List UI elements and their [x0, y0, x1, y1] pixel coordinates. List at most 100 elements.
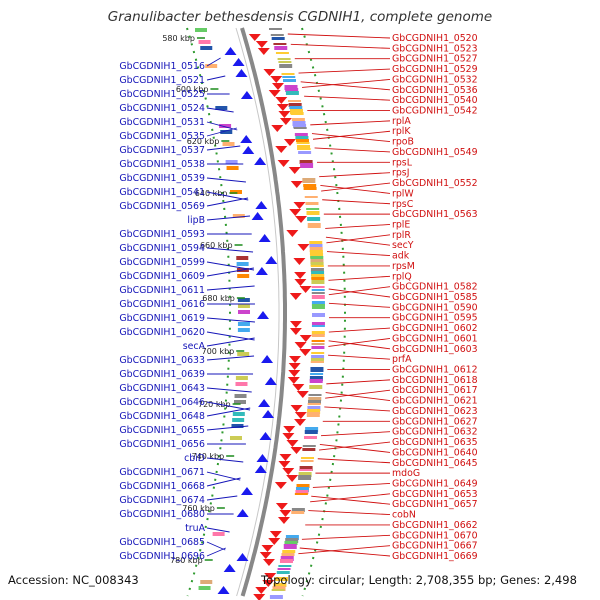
- forward-gene-arrow: [264, 377, 277, 385]
- gene-label: lipB: [187, 215, 205, 226]
- feature-block: [304, 196, 318, 198]
- gene-label: prfA: [392, 354, 412, 365]
- gene-leader-line: [206, 261, 255, 271]
- gene-label: GbCGDNIH1_0590: [392, 302, 478, 313]
- gene-label: adk: [392, 251, 410, 262]
- feature-block: [232, 418, 245, 422]
- forward-gene-arrow: [259, 432, 272, 440]
- feature-block: [231, 424, 244, 428]
- forward-gene-arrow: [254, 157, 267, 165]
- gene-label: GbCGDNIH1_0602: [392, 323, 478, 334]
- gene-label: GbCGDNIH1_0633: [119, 355, 205, 366]
- reverse-gene-arrow: [259, 552, 272, 559]
- feature-block: [302, 178, 316, 183]
- gene-leader-line: [328, 337, 391, 347]
- feature-block: [311, 325, 325, 327]
- gene-leader-line: [287, 33, 391, 39]
- scale-tick-label: 780 kbp: [170, 556, 203, 565]
- forward-gene-arrow: [240, 135, 253, 143]
- feature-block: [300, 460, 314, 462]
- feature-block: [295, 487, 309, 492]
- gene-label: GbCGDNIH1_0680: [119, 509, 205, 520]
- reverse-gene-arrow: [290, 181, 303, 188]
- reverse-gene-arrow: [275, 503, 288, 510]
- gene-label: GbCGDNIH1_0612: [392, 365, 478, 376]
- gene-leader-line: [206, 477, 241, 487]
- feature-block: [284, 541, 298, 545]
- forward-gene-arrow: [235, 69, 248, 77]
- feature-block: [229, 190, 242, 194]
- reverse-gene-arrow: [261, 545, 274, 552]
- reverse-gene-arrow: [294, 279, 307, 286]
- feature-block: [237, 304, 250, 308]
- gene-label: GbCGDNIH1_0623: [392, 406, 478, 417]
- gene-leader-line: [325, 392, 391, 402]
- gene-label: GbCGDNIH1_0540: [392, 95, 478, 106]
- gene-label: GbCGDNIH1_0639: [119, 369, 205, 380]
- reverse-gene-arrow: [279, 510, 292, 517]
- gene-label: rplA: [392, 116, 411, 127]
- feature-block: [232, 214, 245, 218]
- feature-block: [298, 475, 312, 480]
- feature-block: [235, 376, 248, 380]
- feature-block: [309, 379, 323, 383]
- gene-label: GbCGDNIH1_0640: [392, 447, 478, 458]
- gene-label: GbCGDNIH1_0643: [119, 383, 205, 394]
- gene-leader-line: [328, 327, 391, 333]
- forward-gene-arrow: [251, 212, 264, 220]
- gene-leader-line: [206, 317, 255, 323]
- gene-label: GbCGDNIH1_0617: [392, 385, 478, 396]
- feature-block: [294, 493, 308, 495]
- forward-gene-arrow: [256, 311, 269, 319]
- gene-label: rpoB: [392, 137, 414, 148]
- feature-block: [310, 265, 324, 267]
- feature-block: [219, 124, 232, 128]
- scale-tick-label: 620 kbp: [187, 137, 220, 146]
- gene-leader-line: [328, 288, 391, 298]
- reverse-gene-arrow: [290, 405, 303, 412]
- feature-block: [311, 304, 325, 309]
- reverse-gene-arrow: [293, 258, 306, 265]
- reverse-gene-arrow: [269, 531, 282, 538]
- feature-block: [305, 427, 319, 432]
- feature-block: [307, 406, 321, 411]
- reverse-gene-arrow: [255, 587, 268, 594]
- accession-text: Accession: NC_008343: [8, 573, 139, 587]
- forward-gene-arrow: [242, 146, 255, 154]
- feature-block: [310, 259, 324, 264]
- gene-label: rpsC: [392, 199, 414, 210]
- track-edge-dots: [301, 27, 346, 597]
- gene-label: GbCGDNIH1_0539: [119, 173, 205, 184]
- reverse-gene-arrow: [294, 272, 307, 279]
- reverse-gene-arrow: [294, 342, 307, 349]
- feature-block: [307, 400, 321, 404]
- forward-gene-arrow: [223, 564, 236, 572]
- scale-tick-label: 580 kbp: [162, 34, 195, 43]
- reverse-gene-arrow: [278, 111, 291, 118]
- gene-leader-line: [319, 443, 391, 453]
- feature-block: [311, 343, 325, 345]
- gene-label: GbCGDNIH1_0618: [392, 375, 478, 386]
- gene-leader-line: [299, 547, 391, 557]
- feature-block: [309, 376, 323, 381]
- reverse-gene-arrow: [299, 286, 312, 293]
- feature-block: [307, 217, 321, 221]
- forward-gene-arrow: [256, 454, 269, 462]
- gene-label: GbCGDNIH1_0674: [119, 495, 205, 506]
- feature-block: [277, 58, 291, 60]
- feature-block: [269, 28, 282, 30]
- reverse-gene-arrow: [278, 461, 291, 468]
- reverse-gene-arrow: [276, 104, 289, 111]
- gene-label: GbCGDNIH1_0527: [392, 54, 478, 65]
- reverse-gene-arrow: [289, 356, 302, 363]
- reverse-gene-arrow: [295, 216, 308, 223]
- gene-label: GbCGDNIH1_0667: [392, 541, 478, 552]
- gene-label: rpsL: [392, 157, 413, 168]
- scale-tick-label: 700 kbp: [202, 347, 235, 356]
- gene-leader-line: [206, 457, 244, 463]
- feature-block: [309, 250, 323, 255]
- feature-block: [310, 373, 324, 375]
- feature-block: [310, 262, 324, 266]
- feature-block: [311, 322, 325, 325]
